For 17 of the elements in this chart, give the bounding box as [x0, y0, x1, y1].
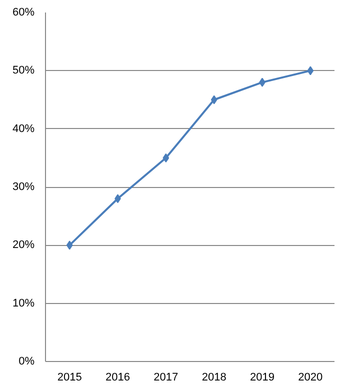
x-tick-label: 2015 — [57, 372, 82, 384]
point — [307, 66, 314, 76]
y-tick-label: 30% — [12, 181, 35, 193]
y-tick-label: 10% — [12, 297, 35, 310]
x-tick-label: 2019 — [250, 372, 274, 384]
point — [210, 95, 218, 104]
x-tick-label: 2018 — [202, 372, 226, 384]
x-tick-label: 2020 — [298, 372, 323, 384]
y-tick-label: 0% — [18, 356, 35, 368]
point — [162, 153, 170, 162]
x-tick-label: 2016 — [106, 372, 130, 384]
x-tick-label: 2017 — [154, 372, 178, 384]
y-tick-label: 50% — [12, 64, 35, 77]
y-tick-label: 60% — [12, 6, 35, 18]
point — [66, 240, 73, 250]
y-tick-label: 20% — [12, 239, 35, 252]
y-tick-label: 40% — [12, 122, 35, 135]
